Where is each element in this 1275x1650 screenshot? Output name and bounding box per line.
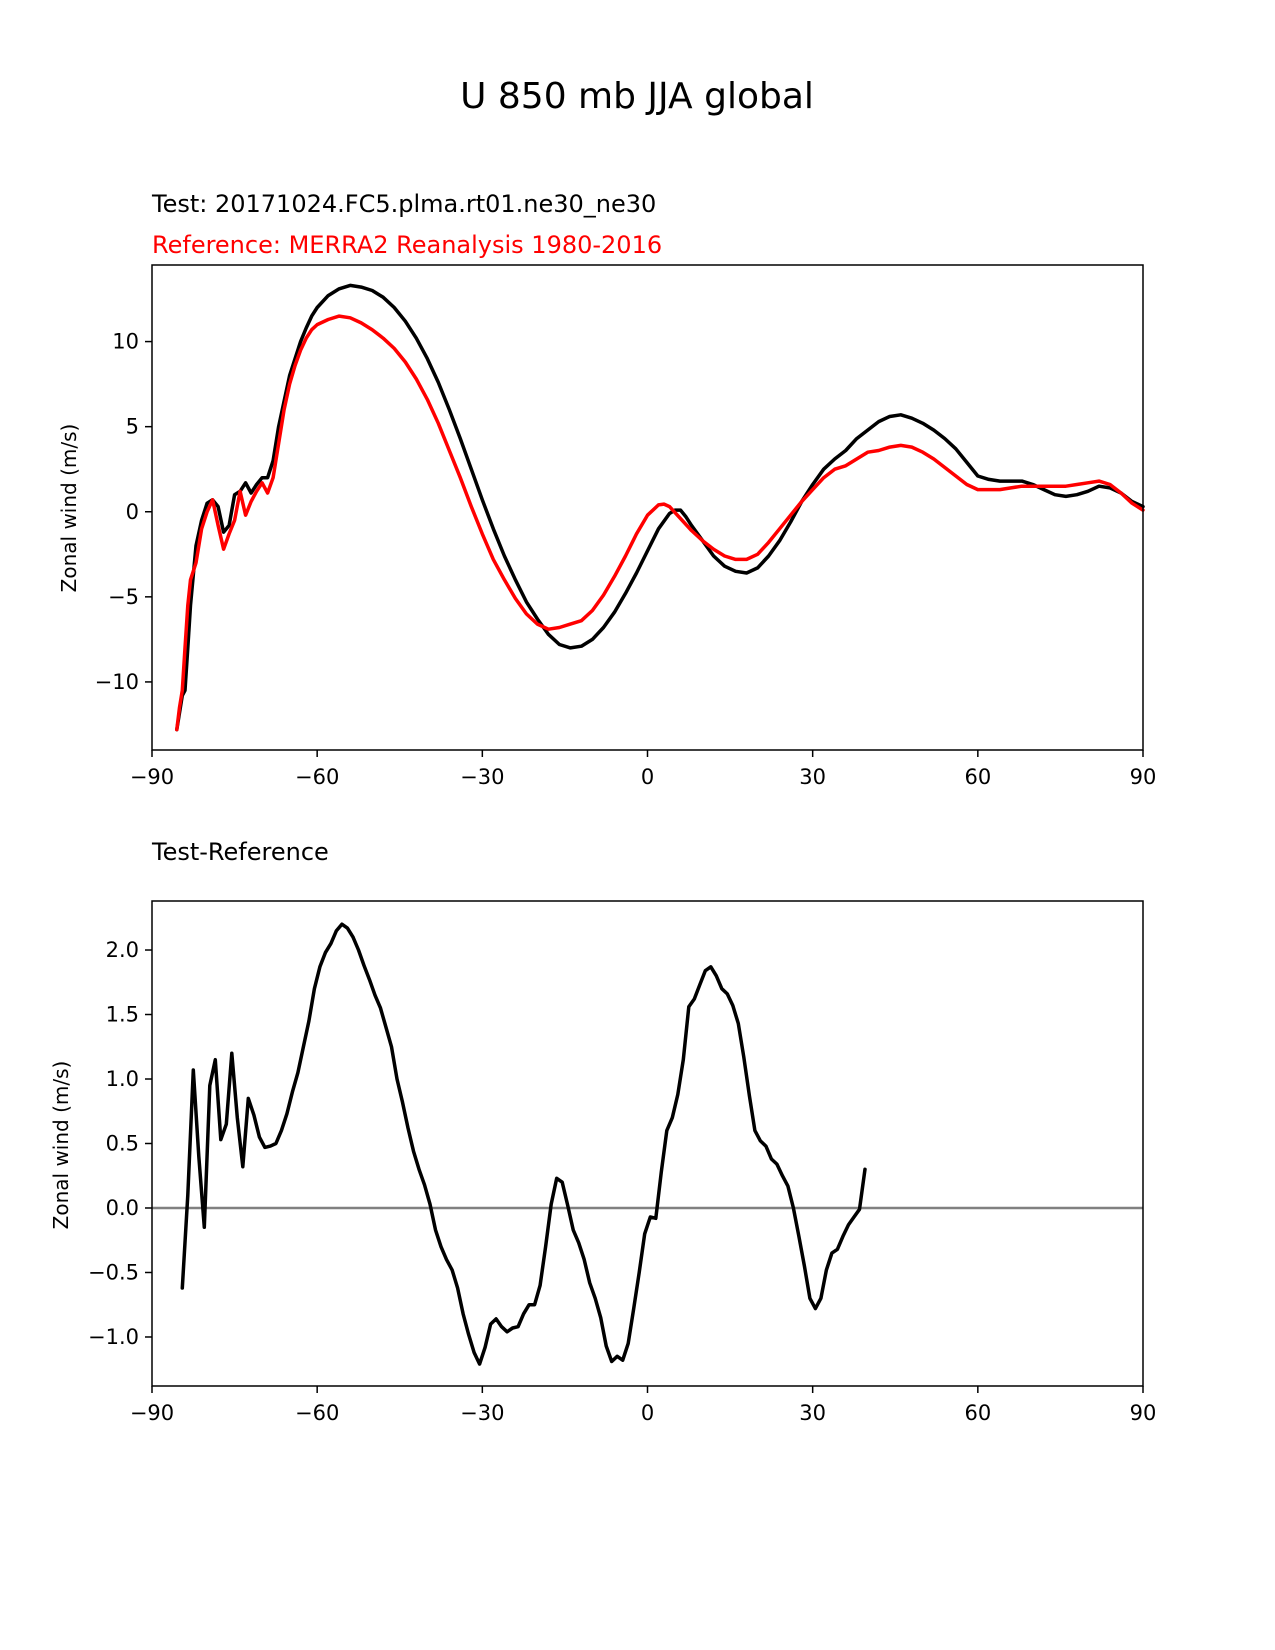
x-tick-label: 90 (1130, 765, 1157, 789)
panel-bottom-chart: Test-Reference Zonal wind (m/s) −90 −60 −3… (49, 838, 1156, 1425)
top-plot-area: −90 −60 −30 0 30 60 90 −10 −5 0 5 10 (95, 264, 1157, 789)
reference-title: Reference: MERRA2 Reanalysis 1980-2016 (152, 231, 662, 259)
y-tick-label: −0.5 (88, 1260, 139, 1284)
y-tick-label: −10 (95, 670, 139, 694)
top-ylabel: Zonal wind (m/s) (57, 424, 81, 593)
y-tick-label: 0.5 (106, 1132, 139, 1156)
y-tick-label: 0 (126, 500, 139, 524)
difference-title: Test-Reference (151, 838, 329, 866)
y-tick-label: 2.0 (106, 938, 139, 962)
series-line-reference (175, 314, 1145, 732)
series-line-test-reference (180, 922, 867, 1366)
x-tick-label: −90 (130, 765, 174, 789)
y-tick-label: 5 (126, 415, 139, 439)
bottom-plot-area: −90 −60 −30 0 30 60 90 −1.0 −0.5 0.0 0.5 1.0 1.5 2.0 (88, 900, 1157, 1425)
panel-top-chart: Test: 20171024.FC5.plma.rt01.ne30_ne30 R… (57, 190, 1156, 789)
x-tick-label: −30 (460, 1401, 504, 1425)
x-tick-label: −90 (130, 1401, 174, 1425)
x-tick-label: −60 (295, 1401, 339, 1425)
y-tick-label: 1.5 (106, 1003, 139, 1027)
x-tick-label: −60 (295, 765, 339, 789)
x-tick-label: 60 (964, 765, 991, 789)
y-tick-label: 10 (112, 330, 139, 354)
axes-frame (151, 900, 1144, 1387)
series-line-test (175, 283, 1145, 732)
x-tick-label: 0 (641, 1401, 654, 1425)
test-title: Test: 20171024.FC5.plma.rt01.ne30_ne30 (151, 190, 656, 218)
y-tick-label: 1.0 (106, 1067, 139, 1091)
x-tick-label: −30 (460, 765, 504, 789)
x-tick-label: 30 (799, 1401, 826, 1425)
x-tick-label: 0 (641, 765, 654, 789)
y-tick-label: −1.0 (88, 1325, 139, 1349)
y-tick-label: −5 (108, 585, 139, 609)
figure-title: U 850 mb JJA global (460, 76, 814, 117)
x-tick-label: 60 (964, 1401, 991, 1425)
x-tick-label: 90 (1130, 1401, 1157, 1425)
y-tick-label: 0.0 (106, 1196, 139, 1220)
bottom-ylabel: Zonal wind (m/s) (49, 1061, 73, 1230)
x-tick-label: 30 (799, 765, 826, 789)
